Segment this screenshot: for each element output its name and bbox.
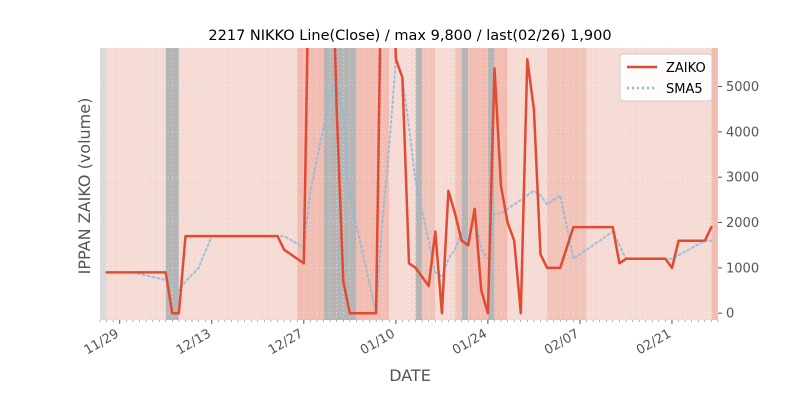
background-band [468, 48, 488, 320]
y-tick-label: 2000 [726, 216, 759, 231]
y-tick-label: 5000 [726, 80, 759, 95]
y-tick-label: 1000 [726, 261, 759, 276]
series-line-sma5 [131, 58, 713, 315]
background-band [415, 48, 423, 320]
background-band [711, 48, 718, 320]
legend-label-zaiko: ZAIKO [666, 61, 706, 76]
y-tick-label: 3000 [726, 171, 759, 186]
plot-area [99, 48, 719, 320]
background-band [435, 48, 456, 320]
y-tick-label: 4000 [726, 125, 759, 140]
y-axis: 0 1000 2000 3000 4000 5000 [718, 80, 759, 322]
background-band [455, 48, 462, 320]
y-tick-label: 0 [726, 307, 734, 322]
background-band [461, 48, 469, 320]
legend-label-sma5: SMA5 [666, 82, 703, 97]
x-axis-label: DATE [389, 366, 431, 385]
series-line-zaiko [105, 48, 713, 315]
y-axis-label: IPPAN ZAIKO (volume) [75, 98, 94, 275]
legend: ZAIKO SMA5 [619, 53, 713, 102]
chart-title: 2217 NIKKO Line(Close) / max 9,800 / las… [208, 28, 611, 44]
background-band [356, 48, 390, 320]
series-layer [105, 48, 713, 315]
background-band [106, 48, 166, 320]
background-band [100, 48, 107, 320]
gridlines [99, 48, 719, 320]
